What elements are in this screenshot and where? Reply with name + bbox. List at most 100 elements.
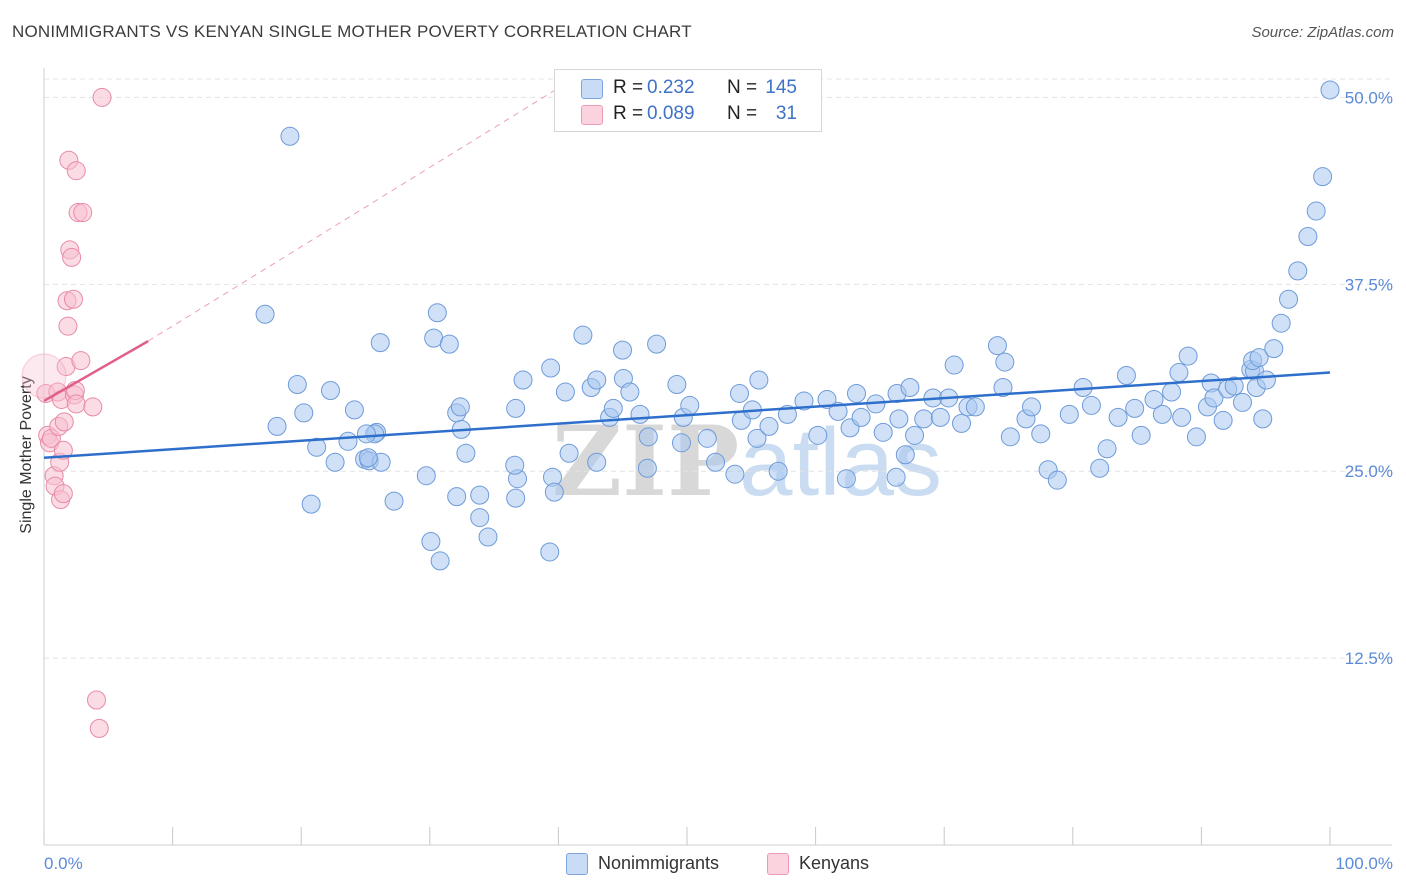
data-point — [900, 377, 920, 397]
data-point — [637, 458, 657, 478]
data-point — [470, 485, 490, 505]
trend-line-nonimmigrants — [43, 371, 1331, 460]
chart-title: NONIMMIGRANTS VS KENYAN SINGLE MOTHER PO… — [12, 22, 692, 41]
data-point — [1279, 289, 1299, 309]
data-point — [62, 247, 82, 267]
data-point — [1031, 424, 1051, 444]
data-point — [301, 494, 321, 514]
data-point — [53, 440, 73, 460]
legend-swatch-blue — [566, 853, 588, 875]
trend-line-kenyans — [43, 340, 149, 403]
data-point — [1256, 370, 1276, 390]
data-point — [421, 531, 441, 551]
data-point — [1108, 407, 1128, 427]
data-point — [725, 464, 745, 484]
data-point — [817, 389, 837, 409]
data-point — [671, 433, 691, 453]
data-point — [1169, 363, 1189, 383]
data-point — [914, 409, 934, 429]
data-point — [1125, 398, 1145, 418]
y-tick-label: 12.5% — [1345, 649, 1393, 668]
data-point — [993, 377, 1013, 397]
data-point — [267, 416, 287, 436]
legend-row-kenyans: R = 0.089 N = 31 — [555, 101, 821, 127]
legend-label-nonimmigrants: Nonimmigrants — [598, 853, 720, 873]
data-point — [287, 374, 307, 394]
x-tick-labels: 0.0% 100.0% — [44, 854, 1393, 873]
legend-row-nonimmigrants: R = 0.232 N = 145 — [555, 75, 821, 101]
y-tick-labels: 12.5% 25.0% 37.5% 50.0% — [1345, 88, 1393, 668]
data-point — [1000, 427, 1020, 447]
data-point — [325, 452, 345, 472]
data-point — [930, 407, 950, 427]
data-point — [58, 316, 78, 336]
data-point — [66, 161, 86, 181]
data-point — [1152, 404, 1172, 424]
data-point — [356, 424, 376, 444]
data-point — [1144, 389, 1164, 409]
data-point — [944, 355, 964, 375]
legend-label-kenyans: Kenyans — [799, 853, 870, 873]
data-point — [828, 401, 848, 421]
data-point — [1288, 261, 1308, 281]
data-point — [559, 443, 579, 463]
data-point — [544, 482, 564, 502]
data-point — [1249, 348, 1269, 368]
data-point — [706, 452, 726, 472]
data-point — [1313, 167, 1333, 187]
series-kenyans — [36, 87, 112, 738]
series-nonimmigrants — [255, 80, 1340, 571]
data-point — [759, 416, 779, 436]
data-point — [1186, 427, 1206, 447]
legend-n-value: 31 — [775, 103, 797, 124]
data-point — [1213, 410, 1233, 430]
data-point — [450, 397, 470, 417]
data-point — [667, 374, 687, 394]
data-point — [1047, 470, 1067, 490]
data-point — [808, 425, 828, 445]
axes — [43, 68, 1392, 846]
legend-swatch-blue — [581, 79, 603, 99]
data-point — [1097, 439, 1117, 459]
series-points — [21, 80, 1340, 738]
data-point — [53, 484, 73, 504]
x-tick-label: 0.0% — [44, 854, 83, 873]
data-point — [555, 382, 575, 402]
legend-n-value: 145 — [765, 77, 797, 98]
data-point — [320, 380, 340, 400]
data-point — [280, 126, 300, 146]
data-point — [1320, 80, 1340, 100]
data-point — [886, 467, 906, 487]
trend-line-kenyans-extension — [147, 83, 566, 342]
data-point — [506, 398, 526, 418]
y-tick-label: 50.0% — [1345, 88, 1393, 107]
data-point — [1081, 395, 1101, 415]
legend-r-value: 0.089 — [647, 103, 695, 124]
data-point — [89, 718, 109, 738]
legend-swatch-pink — [581, 105, 603, 125]
data-point — [1059, 404, 1079, 424]
stats-legend: R = 0.232 N = 145 R = 0.089 N = 31 — [554, 69, 822, 132]
data-point — [66, 394, 86, 414]
data-point — [768, 461, 788, 481]
data-point — [384, 491, 404, 511]
data-point — [638, 427, 658, 447]
data-point — [1131, 425, 1151, 445]
data-point — [1162, 382, 1182, 402]
data-point — [995, 352, 1015, 372]
data-point — [1264, 339, 1284, 359]
data-point — [63, 289, 83, 309]
data-point — [620, 382, 640, 402]
data-point — [255, 304, 275, 324]
data-point — [1253, 409, 1273, 429]
legend-n-label: N = — [727, 77, 758, 98]
y-tick-label: 25.0% — [1345, 462, 1393, 481]
data-point — [338, 431, 358, 451]
data-point — [541, 358, 561, 378]
data-point — [952, 413, 972, 433]
data-point — [447, 487, 467, 507]
legend-r-label: R = — [613, 103, 644, 124]
data-point — [889, 409, 909, 429]
grid-lines — [44, 78, 1392, 659]
